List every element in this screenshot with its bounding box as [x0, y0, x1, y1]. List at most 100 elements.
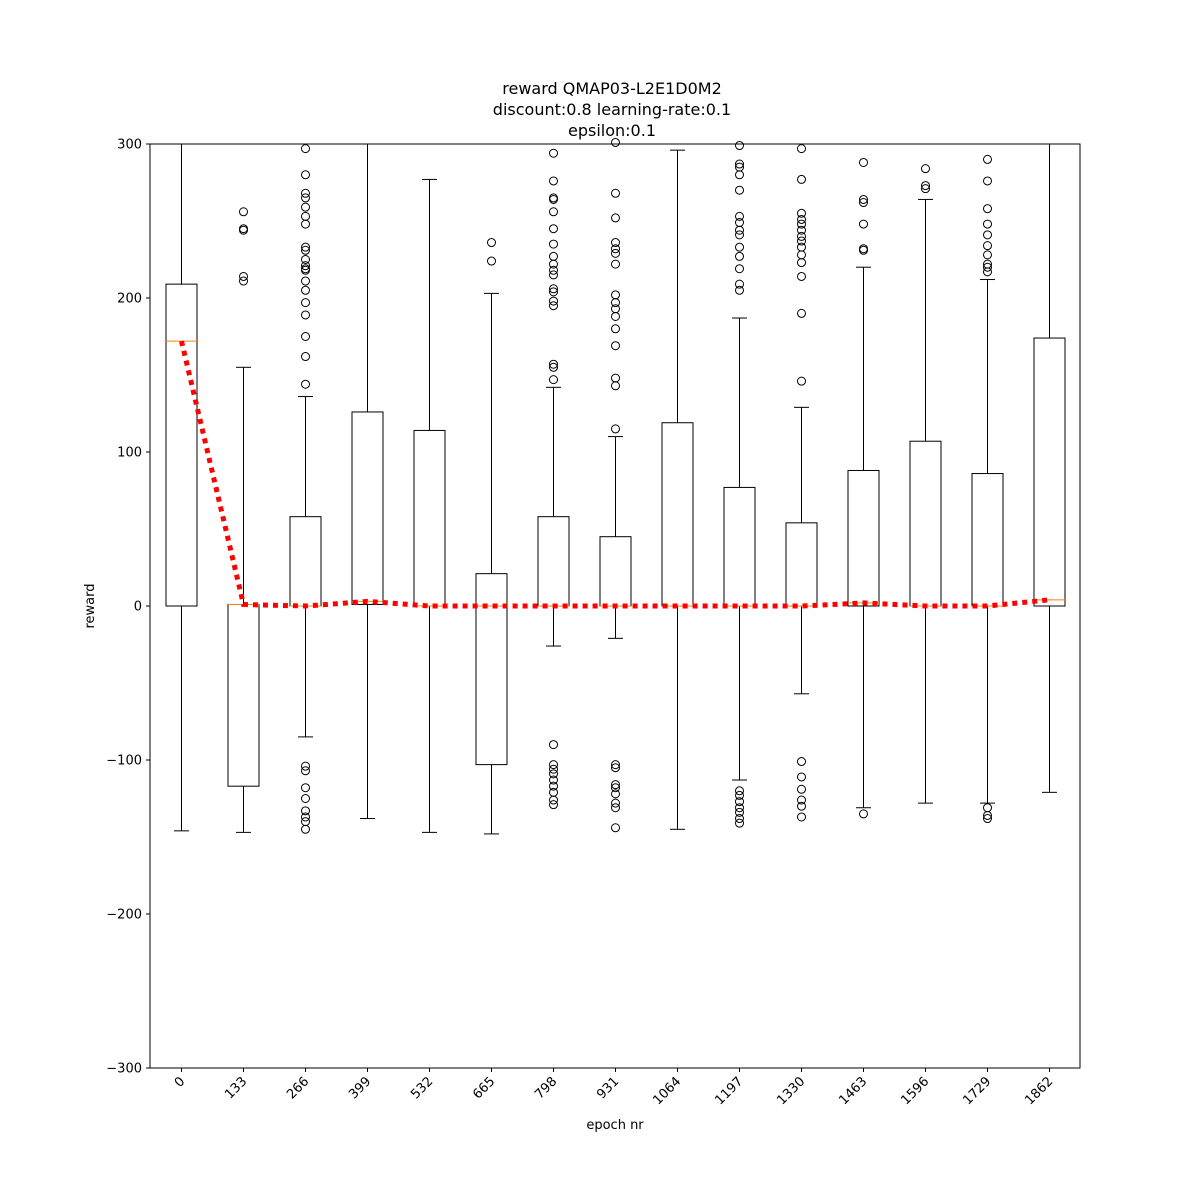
y-tick-label: 300	[117, 138, 142, 153]
outlier-point	[797, 772, 806, 782]
x-tick-label: 1729	[960, 1074, 994, 1108]
outlier-point	[797, 795, 806, 805]
box-798	[537, 148, 570, 810]
x-tick-label: 1463	[836, 1074, 870, 1108]
outlier-point	[797, 812, 806, 822]
box-1463	[847, 157, 880, 819]
x-axis: 0 133 266 399 532 665 798 931 1064 1197 1330 1463 15…	[172, 1068, 1056, 1108]
outlier-point	[797, 174, 806, 184]
chart-title: reward QMAP03-L2E1D0M2 discount:0.8 lear…	[493, 79, 731, 140]
y-tick-label: 100	[117, 446, 142, 461]
outlier-point	[487, 238, 496, 248]
outlier-point	[797, 801, 806, 811]
outlier-point	[549, 775, 558, 785]
outlier-point	[301, 285, 310, 295]
outlier-point	[301, 379, 310, 389]
outlier-point	[239, 271, 248, 281]
outlier-point	[797, 271, 806, 281]
box-1596	[909, 164, 942, 804]
outlier-point	[301, 255, 310, 264]
outlier-point	[983, 204, 992, 214]
x-tick-label: 1862	[1022, 1074, 1056, 1108]
outlier-point	[611, 763, 620, 773]
box-iqr	[909, 440, 942, 607]
outlier-point	[859, 157, 868, 167]
outlier-point	[301, 144, 310, 154]
outlier-point	[301, 332, 310, 341]
outlier-point	[797, 231, 806, 241]
outlier-point	[735, 807, 744, 817]
outlier-point	[301, 276, 310, 286]
outlier-point	[611, 238, 620, 248]
box-665	[475, 238, 508, 835]
outlier-point	[921, 184, 930, 194]
outlier-point	[611, 324, 620, 334]
outlier-point	[611, 304, 620, 314]
box-1197	[723, 141, 756, 828]
outlier-point	[611, 290, 620, 300]
outlier-point	[611, 213, 620, 223]
outlier-point	[549, 193, 558, 203]
outlier-point	[735, 141, 744, 151]
box-399	[351, 144, 384, 820]
box-1862	[1033, 144, 1066, 793]
outlier-point	[735, 251, 744, 261]
outlier-point	[611, 311, 620, 321]
box-133	[227, 207, 260, 833]
outlier-point	[549, 764, 558, 774]
outlier-point	[549, 270, 558, 280]
x-tick-label: 532	[408, 1074, 436, 1102]
outlier-point	[797, 376, 806, 386]
outlier-point	[859, 198, 868, 208]
outlier-point	[797, 784, 806, 794]
outlier-point	[549, 207, 558, 217]
outlier-point	[611, 298, 620, 308]
x-tick-label: 798	[532, 1074, 560, 1102]
outlier-point	[611, 381, 620, 391]
box-iqr	[1033, 337, 1066, 607]
outlier-point	[735, 230, 744, 240]
outlier-point	[735, 159, 744, 169]
x-tick-label: 399	[346, 1074, 374, 1102]
outlier-point	[983, 262, 992, 272]
outlier-point	[611, 259, 620, 269]
outlier-point	[301, 824, 310, 834]
box-266	[289, 144, 322, 834]
x-tick-label: 931	[594, 1074, 622, 1102]
outlier-point	[301, 202, 310, 212]
outlier-point	[859, 219, 868, 229]
outlier-point	[301, 310, 310, 320]
box-532	[413, 178, 446, 833]
outlier-point	[549, 148, 558, 158]
outlier-point	[921, 181, 930, 191]
outlier-point	[735, 242, 744, 252]
outlier-point	[735, 786, 744, 796]
plot-content	[165, 137, 1066, 835]
box-iqr	[475, 573, 508, 766]
outlier-point	[549, 800, 558, 810]
x-tick-label: 1596	[898, 1074, 932, 1108]
box-iqr	[661, 422, 694, 607]
y-tick-label: 0	[134, 600, 142, 615]
outlier-point	[797, 219, 806, 229]
outlier-point	[301, 211, 310, 221]
outlier-point	[735, 285, 744, 295]
box-0	[165, 144, 198, 832]
box-iqr	[847, 469, 880, 607]
outlier-point	[611, 789, 620, 799]
outlier-point	[983, 259, 992, 269]
outlier-point	[735, 264, 744, 274]
outlier-point	[301, 242, 310, 252]
y-axis-label: reward	[83, 583, 98, 628]
outlier-point	[611, 760, 620, 770]
outlier-point	[301, 766, 310, 776]
outlier-point	[549, 301, 558, 311]
outlier-point	[983, 241, 992, 251]
outlier-point	[859, 244, 868, 254]
outlier-point	[735, 185, 744, 195]
outlier-point	[735, 818, 744, 828]
outlier-point	[735, 170, 744, 180]
outlier-point	[549, 362, 558, 372]
outlier-point	[487, 256, 496, 266]
